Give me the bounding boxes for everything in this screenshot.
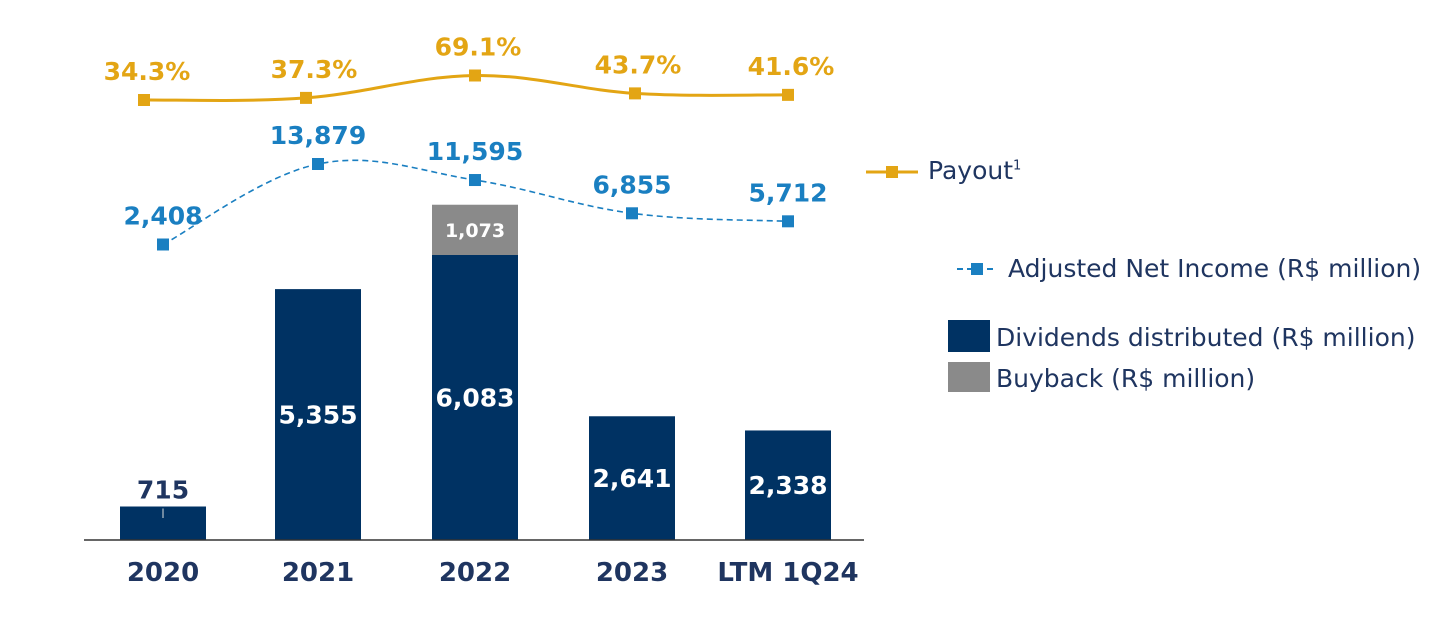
payout-series: 34.3% 37.3% 69.1% 43.7% 41.6% (104, 33, 835, 106)
net-income-point-2023 (626, 207, 638, 220)
category-label-2023: 2023 (596, 558, 668, 588)
payout-value-label-ltm-1q24: 41.6% (748, 52, 835, 81)
dividends-bar-ltm-1q24 (745, 430, 831, 540)
dividends-value-label-2023: 2,641 (592, 464, 671, 493)
bars-layer: 715 5,355 1,073 6,083 2,641 2,338 (120, 204, 831, 540)
payout-point-2021 (300, 91, 312, 104)
dividends-bar-2023 (589, 416, 675, 540)
payout-point-2022 (469, 69, 481, 82)
net-income-point-2020 (157, 238, 169, 251)
payout-point-2020 (138, 94, 150, 106)
payout-legend-label: Payout (928, 156, 1014, 185)
payout-value-label-2021: 37.3% (271, 55, 358, 84)
net-income-value-label-2023: 6,855 (592, 170, 671, 199)
payout-legend-icon (866, 166, 918, 178)
buyback-value-label-2022: 1,073 (445, 220, 505, 242)
dividends-legend-swatch (948, 320, 990, 352)
payout-value-label-2022: 69.1% (435, 33, 522, 62)
net-income-point-2021 (312, 158, 324, 170)
buyback-bar-2022 (432, 204, 518, 255)
net-income-series: 2,408 13,879 11,595 6,855 5,712 (123, 121, 828, 251)
net-income-legend-icon (957, 263, 997, 275)
net-income-legend-label: Adjusted Net Income (R$ million) (1008, 254, 1422, 283)
payout-point-ltm-1q24 (782, 88, 794, 101)
dividends-bar-2021 (275, 289, 361, 540)
dividends-value-label-2020: 715 (137, 476, 189, 505)
net-income-value-label-2021: 13,879 (270, 121, 366, 150)
category-label-2020: 2020 (127, 558, 199, 588)
category-labels: 2020 2021 2022 2023 LTM 1Q24 (127, 558, 859, 588)
payout-value-label-2023: 43.7% (595, 50, 682, 79)
dividends-value-label-ltm-1q24: 2,338 (748, 471, 827, 500)
payout-value-label-2020: 34.3% (104, 57, 191, 86)
payout-legend: Payout1 (928, 156, 1021, 185)
net-income-point-2022 (469, 174, 481, 187)
buyback-legend-label: Buyback (R$ million) (996, 364, 1256, 393)
buyback-legend-swatch (948, 362, 990, 392)
net-income-point-ltm-1q24 (782, 215, 794, 228)
payout-point-2023 (629, 87, 641, 100)
payout-legend-footnote: 1 (1013, 158, 1022, 174)
dividends-value-label-2022: 6,083 (435, 384, 514, 413)
category-label-2022: 2022 (439, 558, 511, 588)
net-income-value-label-2020: 2,408 (123, 202, 202, 231)
payout-line (143, 73, 789, 102)
category-label-ltm-1q24: LTM 1Q24 (717, 558, 858, 588)
net-income-value-label-ltm-1q24: 5,712 (748, 178, 827, 207)
dividends-legend-label: Dividends distributed (R$ million) (996, 323, 1416, 352)
dividends-value-label-2021: 5,355 (278, 401, 357, 430)
dividends-bar-2022 (432, 255, 518, 540)
category-label-2021: 2021 (282, 558, 354, 588)
net-income-value-label-2022: 11,595 (427, 137, 523, 166)
